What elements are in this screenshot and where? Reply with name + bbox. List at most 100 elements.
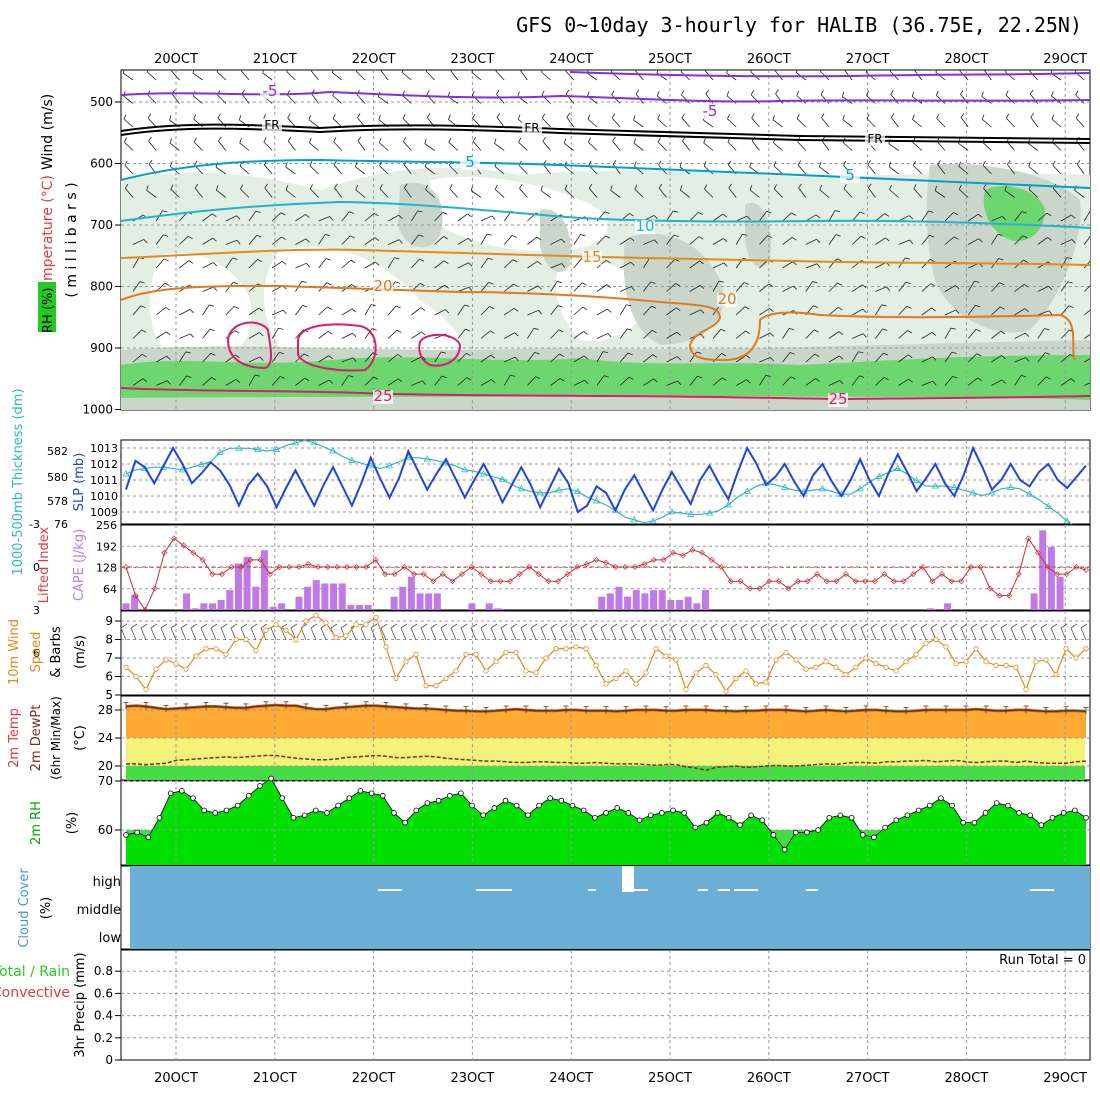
wind-barb-flag bbox=[607, 308, 612, 313]
wind-barb-staff bbox=[550, 329, 560, 339]
wind-barb-staff bbox=[991, 215, 1003, 222]
wind-barb-staff bbox=[527, 236, 538, 245]
wind-barb-flag bbox=[1021, 211, 1027, 214]
bottom-x-label: 26OCT bbox=[747, 1071, 791, 1086]
wind-speed-marker bbox=[153, 666, 159, 672]
wind-barb-staff bbox=[527, 261, 538, 269]
wind-barb-staff bbox=[967, 377, 978, 386]
wind-barb-flag bbox=[281, 260, 287, 265]
wind-barb-flag bbox=[908, 378, 913, 383]
axis-tick-label: 20 bbox=[98, 759, 113, 773]
li-marker bbox=[1006, 592, 1013, 599]
wind-barb-staff bbox=[504, 332, 515, 339]
wind-barb-staff bbox=[355, 189, 366, 198]
rh-marker bbox=[156, 814, 163, 821]
wind-barb-flag bbox=[820, 90, 824, 95]
wind-barb-staff bbox=[132, 281, 141, 292]
wind-barb-flag bbox=[301, 280, 307, 283]
wind-barb-staff bbox=[898, 239, 910, 245]
li-marker bbox=[151, 585, 158, 592]
rh-ylabel: 2m RH bbox=[29, 801, 44, 845]
wind-speed-marker bbox=[313, 612, 319, 619]
wind-barb-staff bbox=[248, 210, 257, 222]
wind-barb-flag bbox=[1024, 308, 1029, 313]
wind-barb-staff bbox=[411, 307, 422, 316]
wind-barb-staff bbox=[828, 380, 841, 386]
surface-barb-flag bbox=[430, 623, 438, 629]
wind-speed-marker bbox=[553, 646, 559, 652]
rh-marker bbox=[659, 810, 665, 816]
bottom-x-label: 22OCT bbox=[352, 1071, 396, 1086]
wind-barb-flag bbox=[1001, 355, 1006, 359]
li-marker bbox=[180, 542, 187, 549]
wind-barb-staff bbox=[295, 214, 306, 222]
wind-barb-flag bbox=[675, 283, 681, 287]
rh-marker bbox=[123, 832, 129, 838]
wind-barb-staff bbox=[156, 380, 168, 386]
wind-barb-flag bbox=[865, 70, 868, 73]
wind-speed-marker bbox=[693, 670, 699, 676]
rh-marker bbox=[536, 802, 542, 809]
wind-barb-flag bbox=[792, 261, 797, 266]
wind-barb-flag bbox=[912, 114, 915, 120]
wind-barb-staff bbox=[527, 328, 535, 339]
wind-barb-staff bbox=[875, 328, 883, 339]
wind-speed-marker bbox=[593, 662, 599, 669]
wind-barb-flag bbox=[308, 114, 312, 120]
wind-barb-staff bbox=[264, 187, 273, 198]
wind-barb-staff bbox=[1084, 382, 1090, 386]
wind-barb-flag bbox=[935, 90, 939, 96]
temp-ylabel-a: 2m Temp bbox=[7, 708, 22, 768]
li-marker bbox=[891, 578, 897, 585]
surface-barb-flag bbox=[160, 623, 168, 629]
rh-marker bbox=[134, 829, 140, 836]
wind-barb-flag bbox=[911, 91, 915, 97]
top-x-axis-labels: 20OCT 21OCT 22OCT 23OCT 24OCT 25OCT 26OCT 27OCT… bbox=[154, 52, 1087, 67]
li-marker bbox=[747, 585, 753, 592]
thickness-marker bbox=[912, 476, 921, 484]
wind-barb-flag bbox=[326, 282, 332, 286]
cape-bar bbox=[122, 603, 130, 610]
wind-speed-marker bbox=[853, 664, 859, 670]
contour-label: -5 bbox=[263, 82, 278, 100]
cape-bar bbox=[191, 608, 199, 610]
surface-barb-staff bbox=[310, 627, 317, 641]
axis-tick-label: 0.6 bbox=[94, 986, 113, 1000]
surface-barb-flag bbox=[630, 623, 638, 629]
contour-label-bg bbox=[717, 293, 737, 307]
wind-barb-flag bbox=[325, 234, 331, 237]
li-marker bbox=[411, 571, 417, 578]
wind-barb-staff bbox=[565, 70, 575, 81]
wind-speed-marker bbox=[603, 681, 609, 687]
wind-barb-flag bbox=[745, 354, 751, 359]
wind-speed-marker bbox=[953, 660, 959, 667]
wind-barb-flag bbox=[1067, 281, 1073, 284]
wind-barb-staff bbox=[480, 306, 490, 316]
wind-barb-staff bbox=[434, 309, 446, 316]
wind-barb-staff bbox=[356, 71, 366, 81]
cloud-level-label: high bbox=[93, 875, 121, 890]
bottom-x-label: 23OCT bbox=[451, 1071, 495, 1086]
wind-barb-flag bbox=[815, 214, 821, 219]
wind-barb-flag bbox=[727, 160, 732, 166]
surface-barb-staff bbox=[1050, 627, 1057, 641]
surface-barb-staff bbox=[850, 627, 857, 641]
wind-barb-flag bbox=[170, 184, 174, 190]
surface-barb-flag bbox=[500, 623, 508, 629]
axis-tick-label: 70 bbox=[98, 774, 113, 788]
wind-barb-staff bbox=[633, 119, 644, 128]
surface-barb-flag bbox=[480, 623, 488, 629]
surface-barb-flag bbox=[1070, 623, 1078, 629]
wind-barb-staff bbox=[225, 306, 235, 316]
wind-barb-flag bbox=[843, 184, 847, 189]
wind-barb-staff bbox=[875, 286, 887, 292]
surface-barb-flag bbox=[840, 623, 848, 629]
wind-barb-flag bbox=[884, 213, 890, 217]
wind-barb-flag bbox=[1095, 381, 1098, 385]
surface-barb-flag bbox=[1050, 623, 1058, 629]
wind-barb-flag bbox=[537, 285, 542, 290]
wind-barb-flag bbox=[998, 258, 1004, 261]
